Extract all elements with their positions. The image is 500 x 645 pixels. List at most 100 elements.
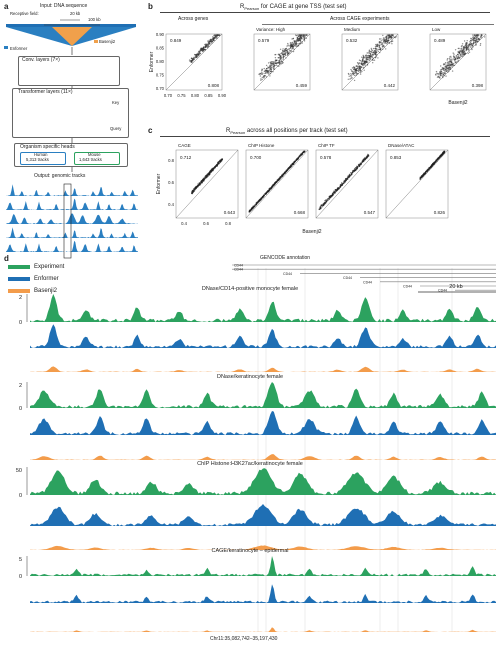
data-point [470,46,472,49]
x-tick-label: 0.6 [203,221,209,226]
data-point [371,58,374,61]
data-point [354,70,356,72]
data-point [476,39,478,41]
data-point [209,43,211,45]
data-point [209,173,211,175]
data-point [206,175,208,178]
panel-b-label: b [148,2,153,11]
y-tick-label: 0.90 [156,32,165,37]
data-point [282,51,284,53]
basenji-legend-label: Basenji2 [99,39,116,44]
mouse-label: Mouse [88,152,101,157]
data-point [286,50,288,52]
data-point [362,62,365,64]
basenji-track [30,627,496,632]
gene-label: CD44 [343,276,352,280]
data-point [379,48,381,50]
data-point [356,73,358,75]
data-point [262,196,264,198]
data-point [211,42,213,44]
data-point [480,34,482,36]
data-point [461,43,464,45]
data-point [468,44,470,46]
data-point [458,57,460,60]
data-point [191,60,193,62]
data-point [377,50,379,53]
data-point [288,45,290,47]
panel-d-label: d [4,254,9,263]
data-point [272,184,275,186]
data-point [267,70,269,73]
basenji-score: 0.643 [224,210,236,215]
data-point [386,43,388,45]
scatter-title: Variance: High [256,27,286,32]
data-point [284,48,287,50]
data-point [363,61,366,64]
data-point [350,172,352,174]
data-point [468,47,470,49]
data-point [193,56,195,59]
track-title: ChIP Histone:H3K27ac/keratinocyte female [197,461,303,467]
data-point [208,42,210,44]
scatter-frame [245,149,309,219]
genomic-coordinates: Chr11:35,082,742–35,197,430 [210,636,278,642]
data-point [193,188,195,190]
data-point [272,71,274,73]
data-point [385,40,388,43]
data-point [446,67,448,70]
gene-label: CD44 [283,272,292,276]
data-point [285,169,288,171]
data-point [273,182,276,185]
data-point [451,63,454,65]
data-point [263,194,265,196]
data-point [466,43,468,45]
data-point [211,38,213,41]
data-point [279,61,281,63]
data-point [287,53,289,56]
data-point [360,163,362,166]
legend-label: Enformer [34,275,59,282]
data-point [214,165,216,168]
y-tick-label: 0 [19,493,22,499]
data-point [270,187,272,189]
data-point [461,55,464,58]
data-point [334,192,336,194]
data-point [455,55,457,57]
data-point [199,53,201,55]
data-point [453,53,455,55]
data-point [422,174,424,177]
data-point [477,37,479,40]
data-point [388,37,390,39]
data-point [441,153,444,155]
data-point [458,53,460,55]
data-point [462,46,465,48]
data-point [365,58,367,60]
data-point [207,45,209,47]
data-point [449,60,451,62]
data-point [475,43,477,46]
data-point [478,38,481,41]
y-tick-label: 0 [19,406,22,412]
track-block-3: ChIP Histone:H3K27ac/keratinocyte female… [16,461,496,550]
data-point [263,67,265,70]
data-point [297,34,299,36]
data-point [290,45,293,47]
basenji-score: 0.442 [384,83,396,88]
data-point [471,48,473,50]
data-point [455,61,458,63]
output-label: Output: genomic tracks [34,173,86,179]
data-point [198,51,201,53]
data-point [361,64,364,66]
enformer-legend-swatch [4,46,8,49]
data-point [284,51,286,53]
data-point [470,44,472,46]
data-point [212,36,214,38]
data-point [442,72,444,74]
data-point [206,174,208,176]
data-point [449,68,452,70]
data-point [361,60,364,62]
data-point [389,41,391,44]
data-point [258,200,260,203]
data-point [383,37,385,39]
data-point [219,159,221,161]
